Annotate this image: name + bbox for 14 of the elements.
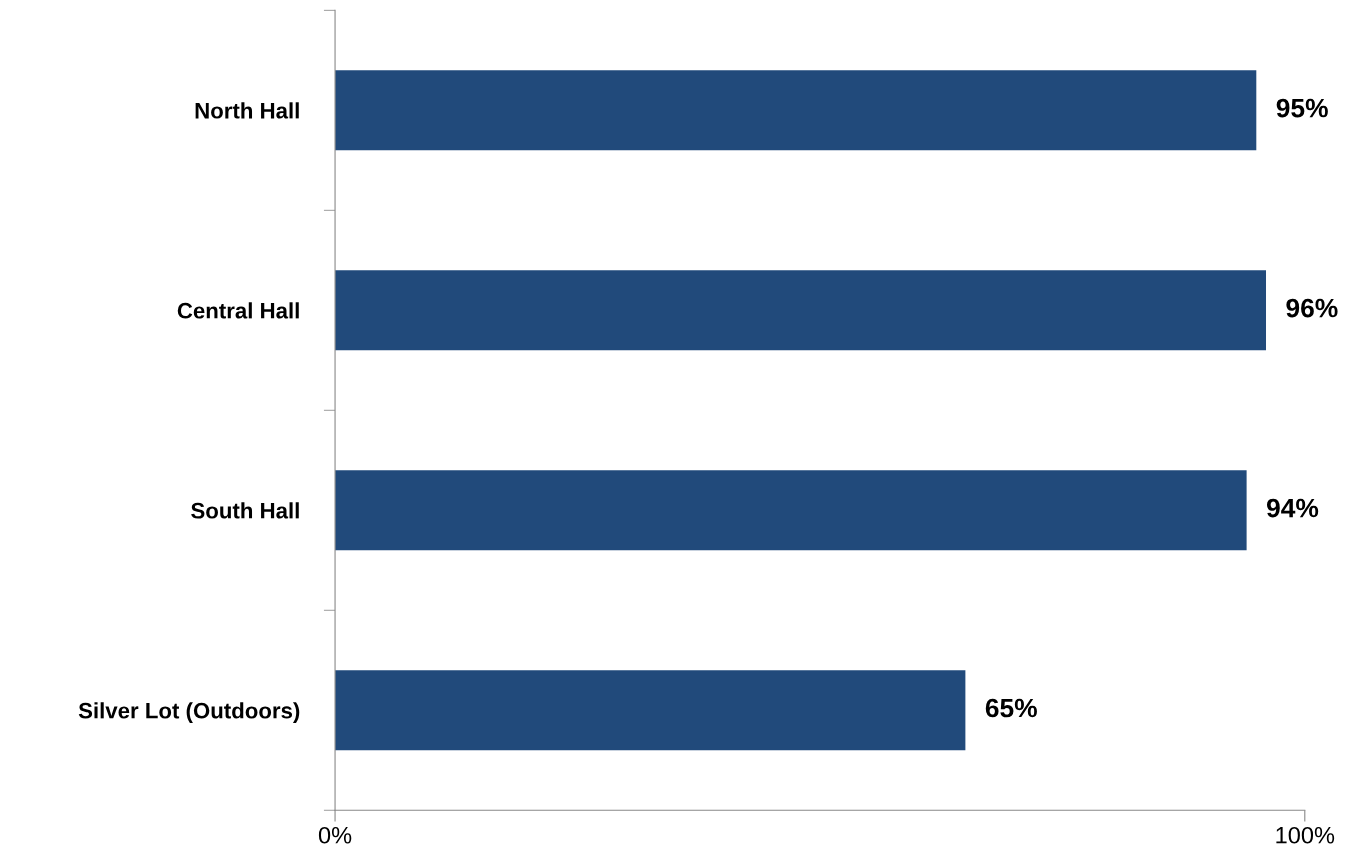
data-label: 96% <box>1286 298 1338 318</box>
y-tick-label: Silver Lot (Outdoors) <box>78 702 300 723</box>
bar <box>335 670 966 751</box>
y-tick-label: North Hall <box>195 102 299 119</box>
data-label: 65% <box>985 698 1037 718</box>
x-tick-label: 100% <box>1276 826 1335 844</box>
y-tick-label: Central Hall <box>177 302 299 319</box>
bar <box>335 70 1257 151</box>
bar <box>335 470 1247 551</box>
data-label: 94% <box>1266 498 1319 518</box>
y-tick-label: South Hall <box>191 502 299 519</box>
bar <box>335 270 1267 351</box>
x-tick-label: 0% <box>318 826 352 844</box>
data-label: 95% <box>1276 98 1328 118</box>
